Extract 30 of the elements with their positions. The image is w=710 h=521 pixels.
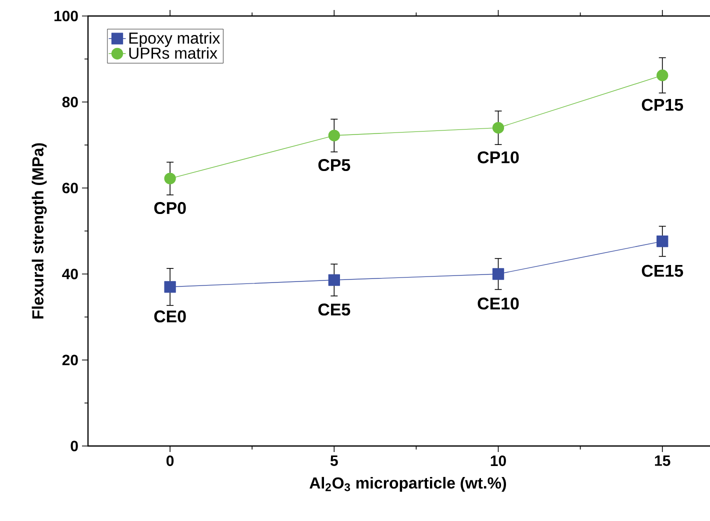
point bbox=[164, 281, 176, 293]
x-tick-label: 10 bbox=[490, 456, 506, 466]
annotation: CE10 bbox=[478, 298, 519, 310]
y-tick-label: 0 bbox=[70, 440, 78, 452]
legend-label: Epoxy matrix bbox=[129, 32, 220, 47]
y-axis-title: Flexural strength (MPa) bbox=[32, 143, 47, 319]
x-tick-label: 5 bbox=[330, 456, 338, 466]
y-tick-label: 80 bbox=[62, 96, 78, 108]
point bbox=[492, 268, 504, 280]
y-tick-label: 100 bbox=[54, 10, 78, 22]
point bbox=[492, 122, 504, 134]
point bbox=[328, 274, 340, 286]
y-tick-label: 20 bbox=[62, 354, 78, 366]
point bbox=[656, 235, 668, 248]
y-tick-label: 60 bbox=[62, 182, 78, 194]
x-axis-title: Al$_{2}$O$_{3}$ microparticle (wt.%) bbox=[310, 476, 506, 492]
point bbox=[164, 172, 176, 184]
annotation: CE0 bbox=[154, 310, 186, 322]
annotation: CP5 bbox=[318, 159, 350, 172]
y-tick-label: 40 bbox=[62, 268, 78, 280]
annotation: CE5 bbox=[318, 304, 350, 316]
x-tick-label: 15 bbox=[654, 456, 670, 466]
annotation: CP0 bbox=[154, 202, 186, 214]
annotation: CE15 bbox=[642, 264, 684, 277]
annotation: CP10 bbox=[478, 151, 519, 164]
x-tick-label: 0 bbox=[166, 456, 174, 466]
point bbox=[328, 130, 340, 142]
legend-label: UPRs matrix bbox=[129, 47, 218, 59]
point bbox=[656, 70, 668, 82]
annotation: CP15 bbox=[642, 98, 684, 111]
